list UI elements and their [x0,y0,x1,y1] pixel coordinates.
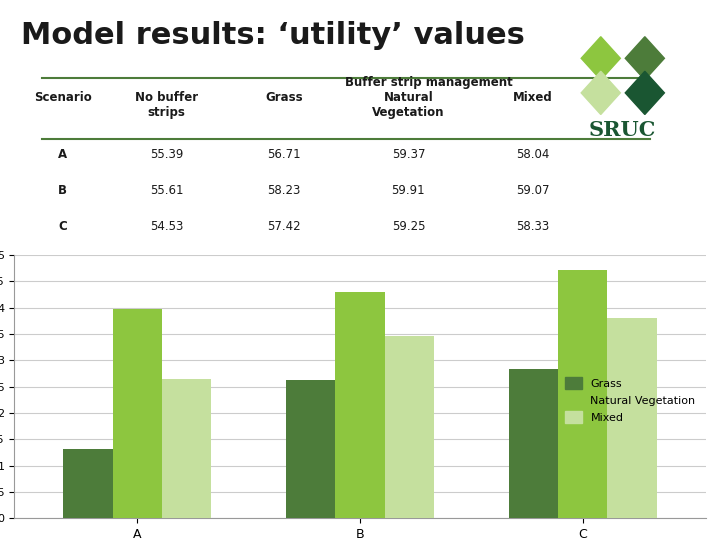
Text: 55.39: 55.39 [150,148,183,161]
Text: A: A [58,148,68,161]
Text: 59.37: 59.37 [392,148,425,161]
Text: Grass: Grass [265,91,303,104]
Text: 59.07: 59.07 [516,184,549,197]
Text: Natural
Vegetation: Natural Vegetation [372,91,445,119]
Text: No buffer
strips: No buffer strips [135,91,198,119]
Text: C: C [58,220,67,233]
Bar [161,379,211,518]
Text: 59.25: 59.25 [392,220,425,233]
Text: 55.61: 55.61 [150,184,183,197]
Polygon shape [625,71,665,114]
Bar [112,309,161,518]
Text: Buffer strip management: Buffer strip management [346,76,513,89]
Polygon shape [625,37,665,80]
Bar [509,369,559,518]
Text: 56.71: 56.71 [267,148,301,161]
Text: Model results: ‘utility’ values: Model results: ‘utility’ values [22,21,525,50]
Text: 57.42: 57.42 [267,220,301,233]
Polygon shape [581,37,621,80]
Polygon shape [581,71,621,114]
Text: 54.53: 54.53 [150,220,183,233]
Text: SRUC: SRUC [589,119,657,140]
Text: 58.23: 58.23 [267,184,301,197]
Text: B: B [58,184,67,197]
Legend: Grass, Natural Vegetation, Mixed: Grass, Natural Vegetation, Mixed [560,373,700,427]
Text: 58.04: 58.04 [516,148,549,161]
Text: Scenario: Scenario [34,91,91,104]
Bar [384,336,433,518]
Bar [63,449,112,518]
Text: Mixed: Mixed [513,91,553,104]
Bar [336,292,384,518]
Bar [608,318,657,518]
Bar [559,270,608,518]
Text: 58.33: 58.33 [516,220,549,233]
Text: 59.91: 59.91 [392,184,426,197]
Bar [287,380,336,518]
